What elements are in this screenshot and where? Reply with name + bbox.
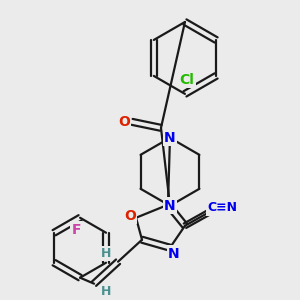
Text: H: H [101,285,111,298]
Text: O: O [124,209,136,223]
Text: Cl: Cl [179,73,194,87]
Text: F: F [71,223,81,237]
Text: N: N [164,131,176,145]
Text: N: N [164,199,176,213]
Text: O: O [118,115,130,129]
Text: N: N [168,247,180,261]
Text: H: H [101,247,111,260]
Text: C≡N: C≡N [207,201,237,214]
